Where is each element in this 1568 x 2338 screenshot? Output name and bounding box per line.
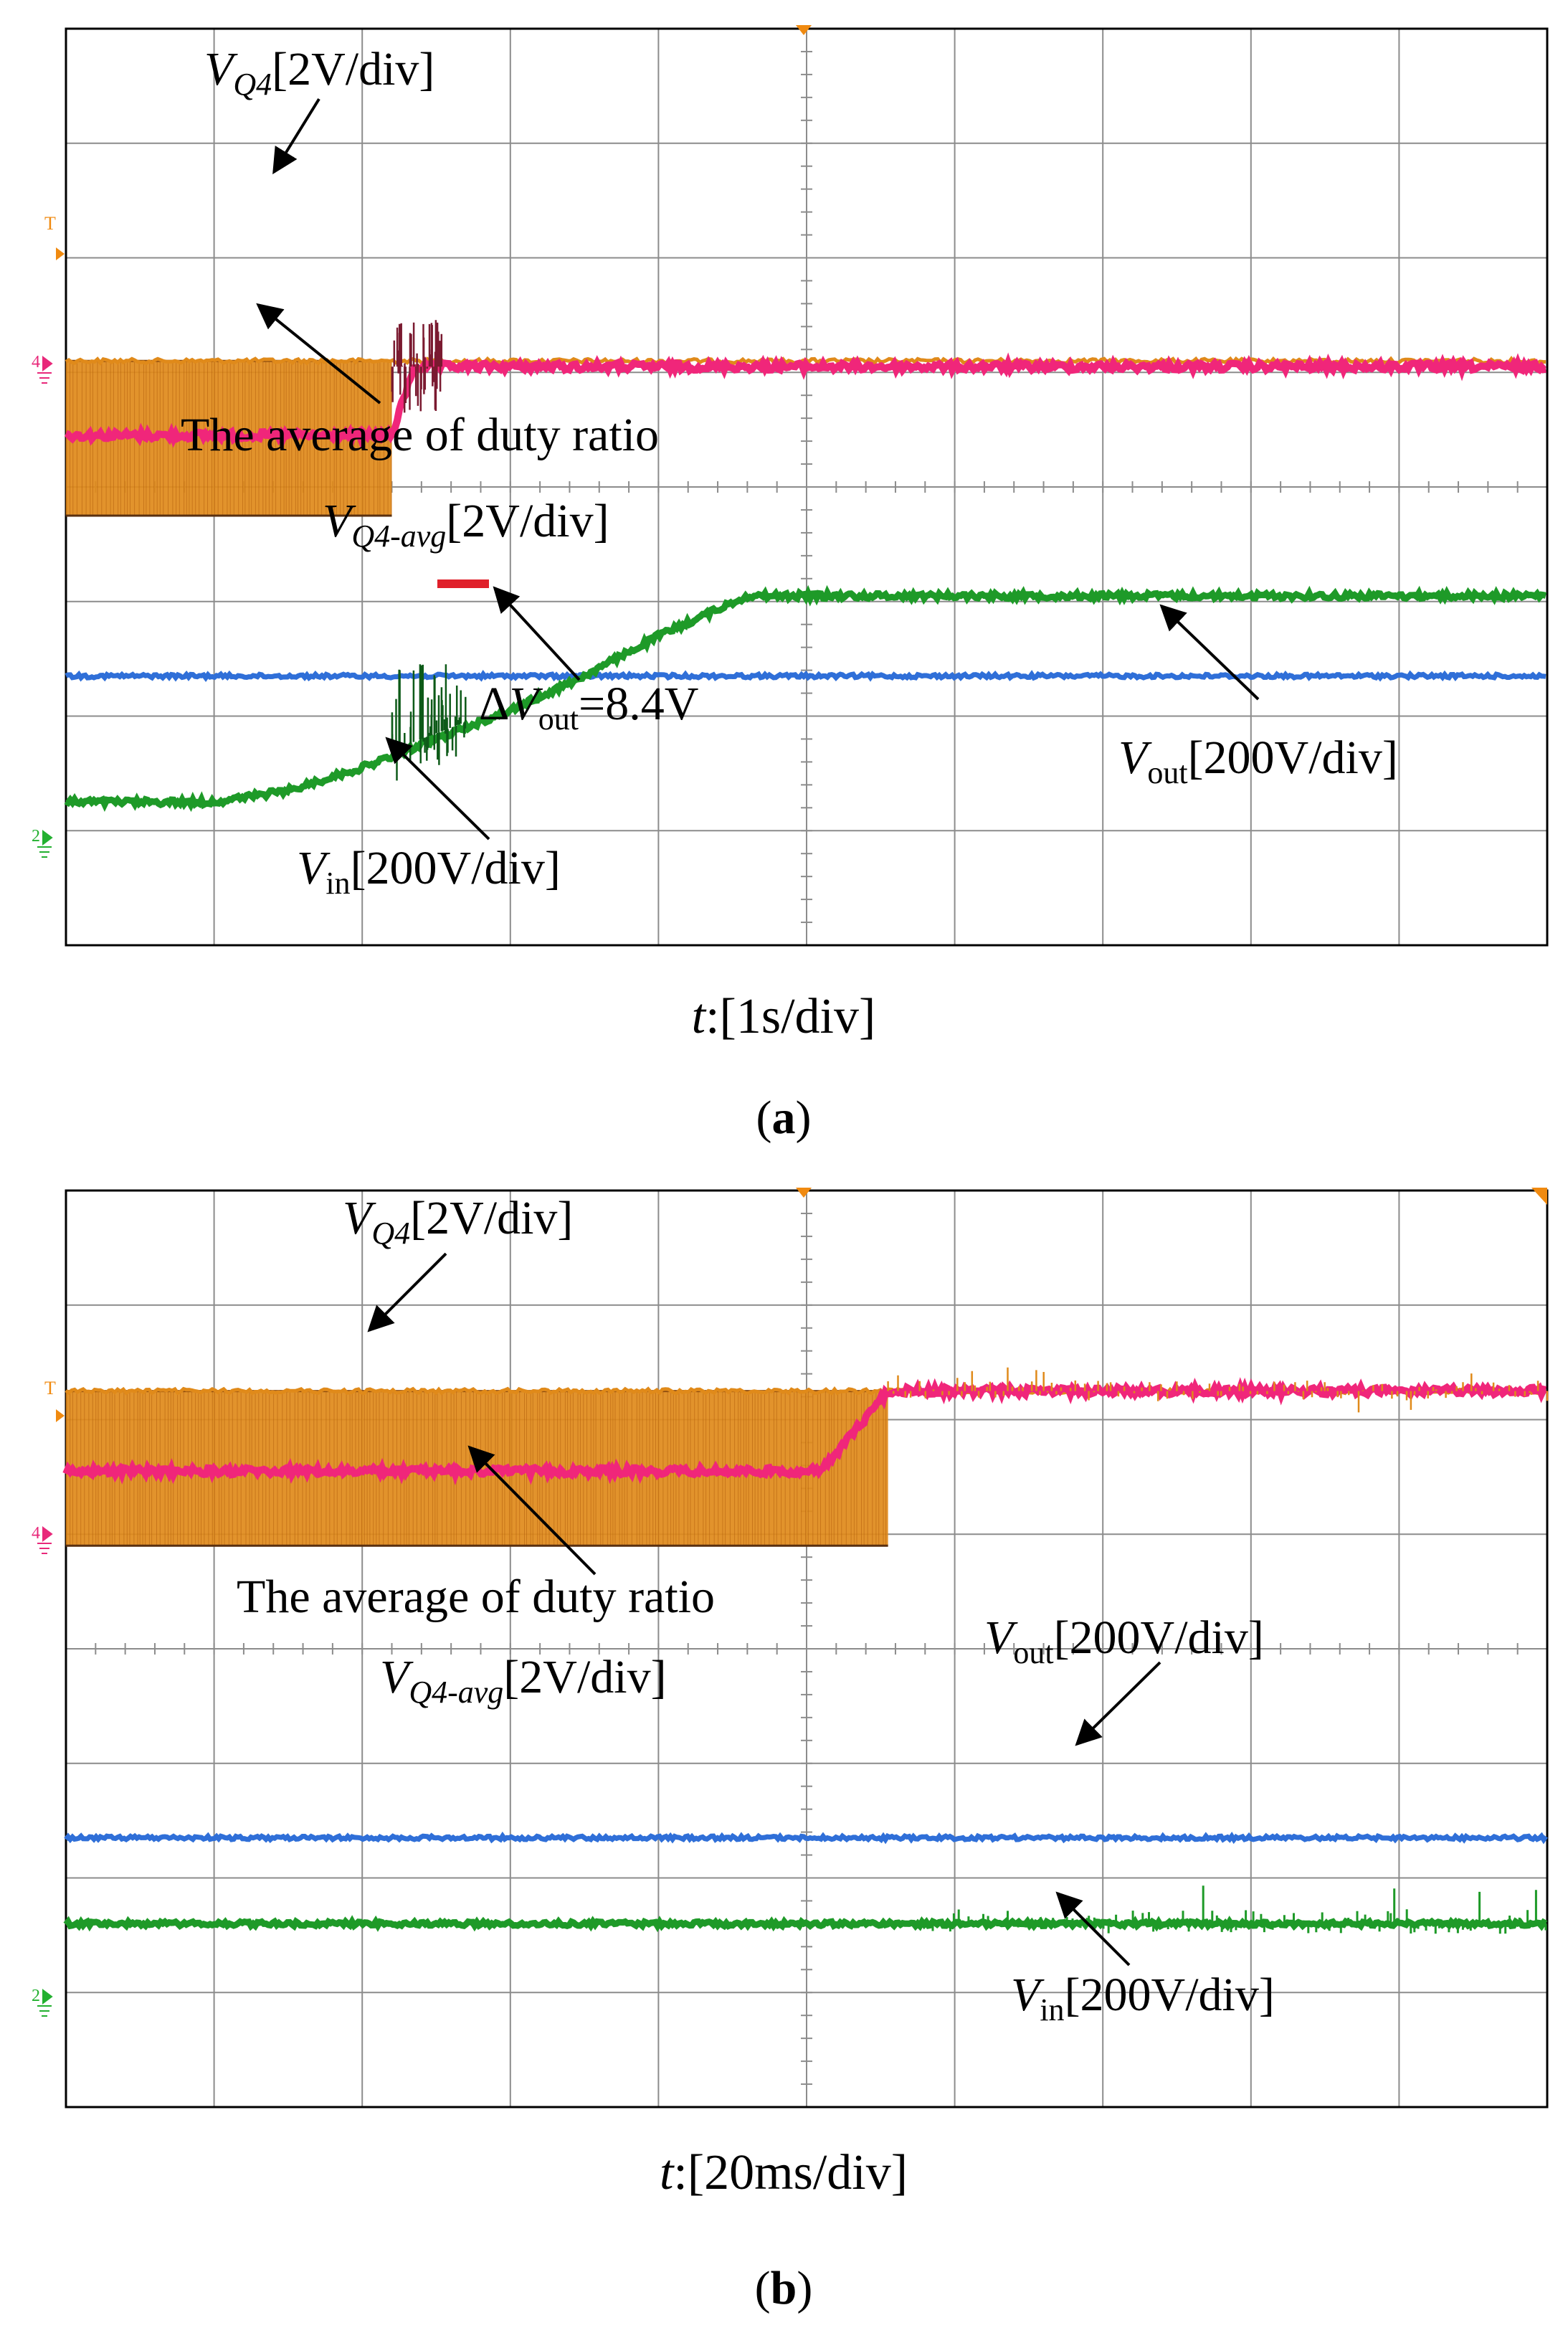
vout-trace: [64, 1831, 1548, 1845]
label-duty-ratio-a: The average of duty ratio: [181, 409, 659, 461]
vq4-transient-burst: [391, 320, 443, 413]
arrow-vq4-b: [367, 1252, 447, 1333]
vq4-avg-trace: [62, 1377, 1547, 1486]
arrow-vq4-a: [272, 98, 320, 175]
arrow-vout-b: [1075, 1661, 1161, 1746]
vin-trace: [64, 584, 1547, 813]
label-vq4-b: VQ4[2V/div]: [343, 1192, 573, 1251]
arrow-vin-b: [1055, 1891, 1131, 1967]
ch2-ground-marker-b: 2: [32, 1987, 40, 2005]
right-edge-marker-b: [1531, 1188, 1547, 1205]
label-vq4-avg-a: VQ4-avg[2V/div]: [323, 495, 609, 554]
label-delta-vout-a: ΔVout=8.4V: [479, 678, 698, 737]
vq4-avg-trace: [64, 352, 1546, 450]
ch4-ground-marker-a: 4: [32, 353, 40, 371]
arrow-vout-a: [1159, 604, 1260, 701]
scope-panel-a: T 4 2 VQ4[2V/div] The average of duty ra…: [32, 25, 1549, 1144]
vin-transient-burst: [391, 664, 467, 781]
vin-noise-spikes: [879, 1885, 1547, 1934]
ch2-ground-icon-a: [37, 830, 53, 858]
delta-vout-marker: [437, 579, 489, 588]
arrow-vin-a: [385, 737, 490, 841]
scope-panel-b: T 4 2 VQ4[2V/div] The average of duty ra…: [32, 1188, 1549, 2314]
caption-a: (a): [756, 1092, 812, 1144]
ch2-ground-marker-a: 2: [32, 827, 40, 846]
ch2-ground-icon-b: [37, 1989, 53, 2017]
vin-trace: [63, 1915, 1548, 1933]
grid-b: [65, 1189, 1549, 2109]
arrow-delta-vout-a: [493, 586, 581, 681]
trigger-position-marker-b: [796, 1188, 812, 1198]
vout-trace: [65, 669, 1546, 683]
caption-b: (b): [755, 2262, 813, 2314]
traces-a: [64, 320, 1547, 813]
arrow-duty-ratio-b: [467, 1445, 597, 1576]
label-vout-b: Vout[200V/div]: [984, 1611, 1264, 1670]
trigger-level-marker-b: T: [44, 1378, 56, 1398]
label-duty-ratio-b: The average of duty ratio: [237, 1571, 715, 1623]
trigger-position-marker-a: [796, 25, 812, 35]
ch4-ground-icon-a: [37, 356, 53, 384]
x-axis-label-b: t:[20ms/div]: [660, 2145, 908, 2200]
vq4-noise-spikes: [887, 1367, 1549, 1413]
label-vq4-a: VQ4[2V/div]: [204, 43, 434, 102]
arrow-duty-ratio-a: [256, 303, 381, 404]
label-vout-a: Vout[200V/div]: [1118, 732, 1398, 790]
ch4-ground-icon-b: [37, 1526, 53, 1554]
label-vq4-avg-b: VQ4-avg[2V/div]: [380, 1651, 667, 1710]
label-vin-b: Vin[200V/div]: [1011, 1969, 1275, 2027]
ch4-ground-marker-b: 4: [32, 1524, 40, 1543]
x-axis-label-a: t:[1s/div]: [692, 989, 876, 1044]
trigger-level-arrow-a: [56, 247, 65, 260]
label-vin-a: Vin[200V/div]: [297, 842, 561, 901]
trigger-level-marker-a: T: [44, 213, 56, 234]
trigger-level-arrow-b: [56, 1409, 65, 1422]
